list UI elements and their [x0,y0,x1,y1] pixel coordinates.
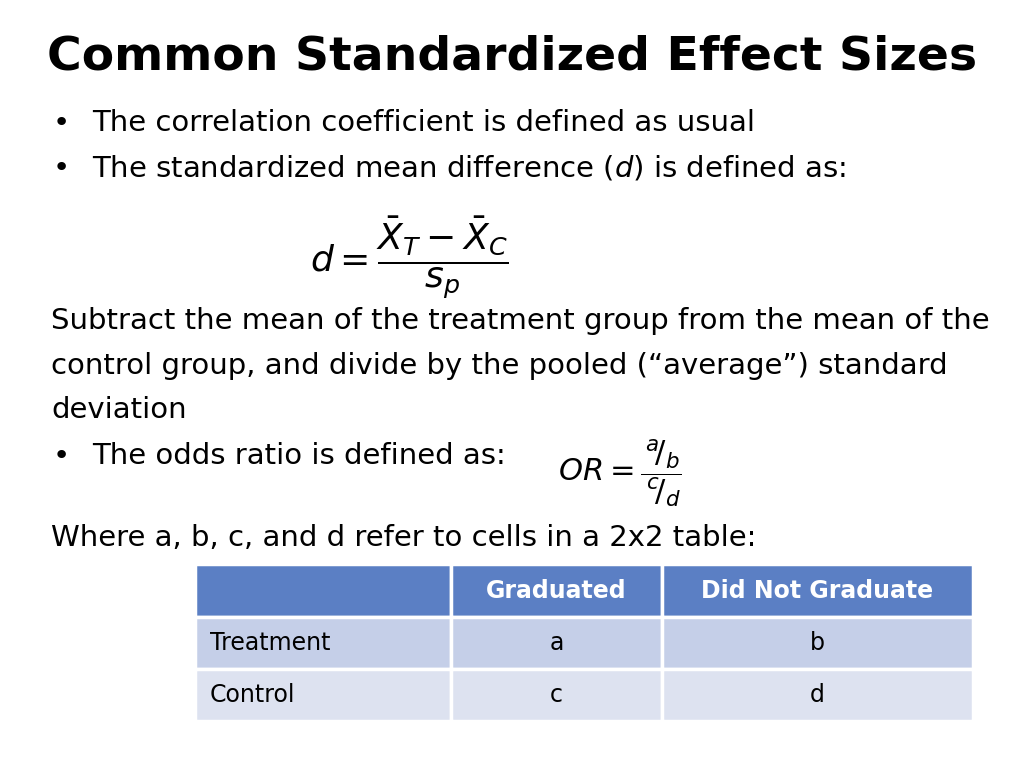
FancyBboxPatch shape [662,669,973,721]
FancyBboxPatch shape [662,617,973,669]
Text: The standardized mean difference ($\mathit{d}$) is defined as:: The standardized mean difference ($\math… [92,154,846,183]
Text: •: • [53,442,70,469]
Text: control group, and divide by the pooled (“average”) standard: control group, and divide by the pooled … [51,352,948,379]
FancyBboxPatch shape [452,564,662,617]
Text: •: • [53,109,70,137]
Text: c: c [550,683,563,707]
FancyBboxPatch shape [452,669,662,721]
Text: deviation: deviation [51,396,186,424]
Text: The odds ratio is defined as:: The odds ratio is defined as: [92,442,506,469]
Text: $d=\dfrac{\bar{X}_T - \bar{X}_C}{s_p}$: $d=\dfrac{\bar{X}_T - \bar{X}_C}{s_p}$ [310,215,509,301]
Text: $OR=\dfrac{\,^a\!/_{b}}{\,^c\!/_{d}}$: $OR=\dfrac{\,^a\!/_{b}}{\,^c\!/_{d}}$ [558,438,682,509]
Text: Graduated: Graduated [486,578,627,603]
Text: •: • [53,154,70,181]
Text: Common Standardized Effect Sizes: Common Standardized Effect Sizes [47,35,977,80]
Text: b: b [810,631,824,655]
Text: Treatment: Treatment [210,631,331,655]
FancyBboxPatch shape [662,564,973,617]
Text: d: d [810,683,824,707]
Text: Subtract the mean of the treatment group from the mean of the: Subtract the mean of the treatment group… [51,307,990,335]
Text: Control: Control [210,683,295,707]
FancyBboxPatch shape [195,564,452,617]
FancyBboxPatch shape [195,669,452,721]
Text: a: a [549,631,563,655]
FancyBboxPatch shape [195,617,452,669]
Text: The correlation coefficient is defined as usual: The correlation coefficient is defined a… [92,109,755,137]
Text: Did Not Graduate: Did Not Graduate [701,578,933,603]
Text: Where a, b, c, and d refer to cells in a 2x2 table:: Where a, b, c, and d refer to cells in a… [51,524,757,551]
FancyBboxPatch shape [452,617,662,669]
